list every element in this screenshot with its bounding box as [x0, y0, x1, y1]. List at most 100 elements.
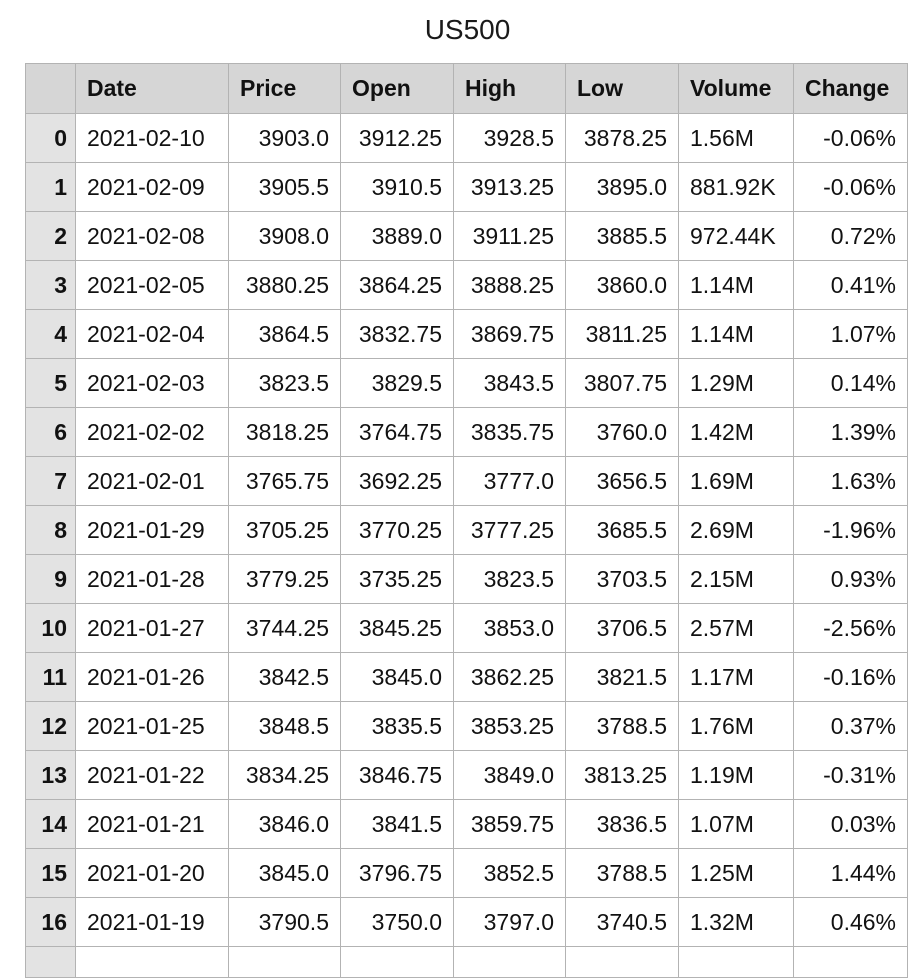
change-cell: 0.46%: [793, 897, 908, 947]
high-cell: 3777.25: [453, 505, 566, 555]
high-cell: 3797.0: [453, 897, 566, 947]
table-title: US500: [424, 14, 511, 45]
low-cell: 3656.5: [565, 456, 679, 506]
empty-cell: [793, 946, 908, 978]
column-header-date: Date: [75, 63, 229, 114]
change-cell: 1.39%: [793, 407, 908, 457]
change-cell: -1.96%: [793, 505, 908, 555]
row-index-cell: 11: [25, 652, 76, 702]
column-header-price: Price: [228, 63, 341, 114]
row-index-cell: 8: [25, 505, 76, 555]
row-index-cell: 0: [25, 113, 76, 163]
row-index-cell: 6: [25, 407, 76, 457]
price-cell: 3790.5: [228, 897, 341, 947]
table-row: 9 2021-01-28 3779.25 3735.25 3823.5 3703.5 2.1…: [25, 554, 908, 604]
volume-cell: 1.76M: [678, 701, 794, 751]
row-index-cell: 4: [25, 309, 76, 359]
high-cell: 3823.5: [453, 554, 566, 604]
change-cell: 1.44%: [793, 848, 908, 898]
high-cell: 3853.25: [453, 701, 566, 751]
volume-cell: 1.25M: [678, 848, 794, 898]
low-cell: 3813.25: [565, 750, 679, 800]
low-cell: 3811.25: [565, 309, 679, 359]
open-cell: 3845.0: [340, 652, 454, 702]
volume-cell: 1.14M: [678, 260, 794, 310]
data-table: Date Price Open High Low Volume Change 0…: [25, 63, 908, 978]
open-cell: 3829.5: [340, 358, 454, 408]
price-cell: 3765.75: [228, 456, 341, 506]
low-cell: 3788.5: [565, 848, 679, 898]
empty-cell: [565, 946, 679, 978]
price-cell: 3848.5: [228, 701, 341, 751]
open-cell: 3735.25: [340, 554, 454, 604]
volume-cell: 972.44K: [678, 211, 794, 261]
price-cell: 3845.0: [228, 848, 341, 898]
date-cell: 2021-01-22: [75, 750, 229, 800]
date-cell: 2021-02-01: [75, 456, 229, 506]
volume-cell: 2.57M: [678, 603, 794, 653]
change-cell: -0.06%: [793, 162, 908, 212]
change-cell: -0.06%: [793, 113, 908, 163]
row-index-cell: 2: [25, 211, 76, 261]
open-cell: 3910.5: [340, 162, 454, 212]
high-cell: 3843.5: [453, 358, 566, 408]
low-cell: 3740.5: [565, 897, 679, 947]
high-cell: 3852.5: [453, 848, 566, 898]
volume-cell: 1.29M: [678, 358, 794, 408]
price-cell: 3842.5: [228, 652, 341, 702]
date-cell: 2021-02-09: [75, 162, 229, 212]
low-cell: 3895.0: [565, 162, 679, 212]
low-cell: 3807.75: [565, 358, 679, 408]
table-row: 0 2021-02-10 3903.0 3912.25 3928.5 3878.25 1.5…: [25, 113, 908, 163]
date-cell: 2021-01-25: [75, 701, 229, 751]
table-body: 0 2021-02-10 3903.0 3912.25 3928.5 3878.25 1.5…: [25, 113, 908, 978]
row-index-cell: 1: [25, 162, 76, 212]
change-cell: 0.14%: [793, 358, 908, 408]
price-cell: 3834.25: [228, 750, 341, 800]
row-index-cell: [25, 946, 76, 978]
low-cell: 3788.5: [565, 701, 679, 751]
change-cell: 0.37%: [793, 701, 908, 751]
open-cell: 3750.0: [340, 897, 454, 947]
date-cell: 2021-01-21: [75, 799, 229, 849]
low-cell: 3703.5: [565, 554, 679, 604]
row-index-cell: 15: [25, 848, 76, 898]
table-row: 13 2021-01-22 3834.25 3846.75 3849.0 3813.25 1…: [25, 750, 908, 800]
high-cell: 3859.75: [453, 799, 566, 849]
price-cell: 3823.5: [228, 358, 341, 408]
column-header-volume: Volume: [678, 63, 794, 114]
volume-cell: 2.15M: [678, 554, 794, 604]
empty-cell: [228, 946, 341, 978]
price-cell: 3705.25: [228, 505, 341, 555]
row-index-cell: 12: [25, 701, 76, 751]
low-cell: 3821.5: [565, 652, 679, 702]
table-row: 1 2021-02-09 3905.5 3910.5 3913.25 3895.0 881.…: [25, 162, 908, 212]
open-cell: 3832.75: [340, 309, 454, 359]
open-cell: 3864.25: [340, 260, 454, 310]
table-row: 16 2021-01-19 3790.5 3750.0 3797.0 3740.5 1.32…: [25, 897, 908, 947]
open-cell: 3764.75: [340, 407, 454, 457]
high-cell: 3777.0: [453, 456, 566, 506]
low-cell: 3685.5: [565, 505, 679, 555]
row-index-cell: 3: [25, 260, 76, 310]
price-cell: 3880.25: [228, 260, 341, 310]
high-cell: 3888.25: [453, 260, 566, 310]
column-header-open: Open: [340, 63, 454, 114]
open-cell: 3889.0: [340, 211, 454, 261]
price-cell: 3846.0: [228, 799, 341, 849]
table-row: 5 2021-02-03 3823.5 3829.5 3843.5 3807.75 1.29…: [25, 358, 908, 408]
date-cell: 2021-01-29: [75, 505, 229, 555]
column-header-low: Low: [565, 63, 679, 114]
price-cell: 3744.25: [228, 603, 341, 653]
open-cell: 3912.25: [340, 113, 454, 163]
table-row: 8 2021-01-29 3705.25 3770.25 3777.25 3685.5 2.…: [25, 505, 908, 555]
low-cell: 3760.0: [565, 407, 679, 457]
volume-cell: 1.69M: [678, 456, 794, 506]
table-row: 11 2021-01-26 3842.5 3845.0 3862.25 3821.5 1.1…: [25, 652, 908, 702]
table-row: 12 2021-01-25 3848.5 3835.5 3853.25 3788.5 1.7…: [25, 701, 908, 751]
open-cell: 3846.75: [340, 750, 454, 800]
change-cell: -0.31%: [793, 750, 908, 800]
change-cell: 1.07%: [793, 309, 908, 359]
high-cell: 3849.0: [453, 750, 566, 800]
volume-cell: 881.92K: [678, 162, 794, 212]
